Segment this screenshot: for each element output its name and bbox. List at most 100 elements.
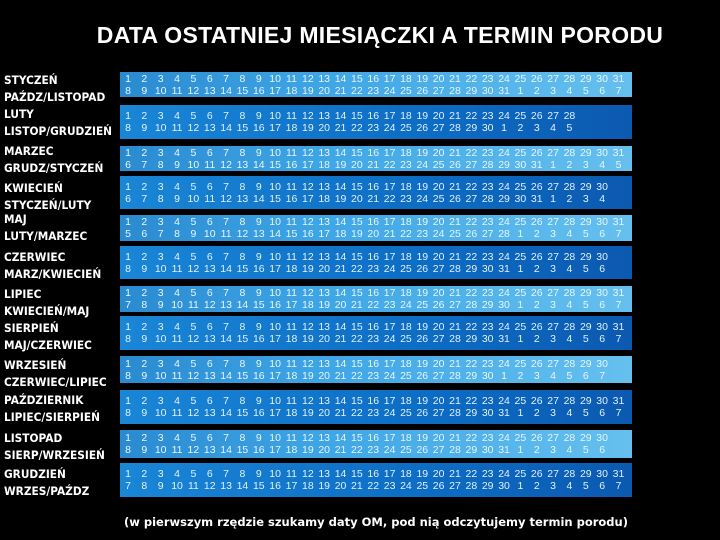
due-day: 3	[550, 480, 557, 492]
due-day: 19	[351, 228, 363, 240]
due-day: 11	[187, 299, 199, 311]
due-day: 23	[367, 122, 380, 134]
lmp-day: 12	[302, 72, 314, 85]
lmp-day: 1	[125, 250, 131, 263]
lmp-day: 19	[416, 72, 429, 85]
lmp-day: 22	[465, 432, 478, 444]
due-day: 11	[171, 407, 183, 419]
due-day: 24	[383, 407, 396, 419]
row-label: CZERWIEC MARZ/KWIECIEŃ	[4, 249, 101, 283]
lmp-day: 3	[157, 146, 164, 159]
due-day: 22	[383, 158, 396, 171]
due-day: 27	[432, 407, 445, 419]
due-day: 6	[599, 444, 606, 456]
due-day: 1	[517, 444, 524, 456]
due-day: 22	[351, 262, 363, 275]
due-day: 31	[498, 444, 510, 456]
due-day: 23	[367, 262, 380, 275]
due-day: 11	[187, 480, 199, 492]
due-day: 16	[252, 444, 265, 456]
lmp-day: 1	[125, 395, 131, 407]
due-day: 24	[416, 192, 429, 205]
due-day: 11	[204, 192, 216, 205]
due-day: 23	[367, 333, 380, 345]
due-day: 29	[498, 192, 510, 205]
lmp-day: 26	[530, 146, 543, 159]
lmp-day: 10	[269, 321, 281, 333]
due-day: 10	[171, 299, 183, 311]
lmp-day: 2	[141, 468, 148, 480]
due-day: 8	[125, 262, 131, 275]
due-day: 10	[187, 158, 200, 171]
due-day: 9	[190, 228, 197, 240]
due-day: 19	[334, 192, 347, 205]
lmp-day: 28	[563, 432, 576, 444]
due-day: 23	[367, 407, 380, 419]
due-day: 19	[302, 444, 314, 456]
due-day: 25	[400, 333, 412, 345]
due-day: 14	[220, 444, 232, 456]
due-day: 27	[432, 262, 445, 275]
due-day: 14	[220, 84, 232, 97]
lmp-day: 13	[318, 180, 331, 193]
lmp-day-line: 1 2 3 4 5 6 7 8 9 10 11 12 13 14 15 16 17 18 19 20 21 22 23 24 2…	[120, 395, 632, 407]
due-day: 25	[449, 228, 461, 240]
due-day: 24	[383, 333, 396, 345]
due-day: 4	[566, 84, 573, 97]
lmp-day: 11	[286, 110, 297, 122]
lmp-month-label: LISTOPAD	[4, 431, 63, 445]
due-day: 10	[154, 369, 167, 382]
lmp-day: 26	[530, 395, 543, 407]
due-months-label: MAJ/CZERWIEC	[4, 338, 92, 352]
due-day-line: 7 8 9 10 11 12 13 14 15 16 17 18 19 20 21 22 23 24 25 26 27 2…	[120, 299, 632, 311]
lmp-day: 15	[351, 432, 363, 444]
lmp-day: 6	[206, 357, 213, 370]
lmp-day: 10	[269, 216, 281, 228]
date-band: 1 2 3 4 5 6 7 8 9 10 11 12 13 14 15 16 17 18 19 20 21 22 23 24 2…	[120, 215, 632, 241]
lmp-day: 22	[465, 395, 478, 407]
due-day: 25	[432, 192, 445, 205]
due-day: 14	[252, 158, 265, 171]
lmp-day: 29	[579, 321, 592, 333]
lmp-day: 4	[174, 110, 180, 122]
lmp-day: 24	[498, 468, 510, 480]
due-day: 7	[615, 333, 622, 345]
due-day: 1	[517, 228, 524, 240]
lmp-day: 18	[400, 321, 412, 333]
lmp-day: 14	[334, 72, 347, 85]
lmp-day: 2	[141, 146, 148, 159]
due-day: 20	[367, 228, 380, 240]
due-day: 2	[566, 158, 573, 171]
lmp-day: 31	[612, 216, 625, 228]
due-day: 16	[252, 262, 265, 275]
due-months-label: CZERWIEC/LIPIEC	[4, 375, 107, 389]
due-day: 9	[141, 262, 148, 275]
due-day: 15	[236, 333, 249, 345]
lmp-day: 19	[416, 321, 429, 333]
due-day: 17	[318, 228, 331, 240]
due-day: 3	[533, 122, 540, 134]
lmp-day: 27	[547, 72, 559, 85]
lmp-day: 7	[223, 468, 230, 480]
due-day: 1	[501, 122, 507, 134]
lmp-day: 30	[596, 216, 608, 228]
due-day: 16	[285, 158, 298, 171]
due-day: 1	[550, 192, 557, 205]
due-day: 24	[416, 158, 429, 171]
lmp-day: 7	[223, 357, 230, 370]
lmp-day: 20	[432, 432, 445, 444]
due-day: 1	[517, 262, 524, 275]
due-day: 2	[517, 122, 524, 134]
due-day: 27	[481, 228, 494, 240]
due-day: 5	[582, 299, 589, 311]
lmp-day: 3	[157, 287, 164, 299]
due-day: 30	[514, 158, 527, 171]
lmp-day: 27	[547, 110, 559, 122]
due-day: 24	[383, 262, 396, 275]
due-months-label: LUTY/MARZEC	[4, 229, 88, 243]
lmp-day: 31	[612, 72, 625, 85]
due-day: 29	[481, 480, 494, 492]
due-day: 30	[481, 407, 494, 419]
due-day-line: 8 9 10 11 12 13 14 15 16 17 18 19 20 21 22 23 24 25 26 27 28…	[120, 85, 632, 97]
due-day: 18	[285, 122, 298, 134]
